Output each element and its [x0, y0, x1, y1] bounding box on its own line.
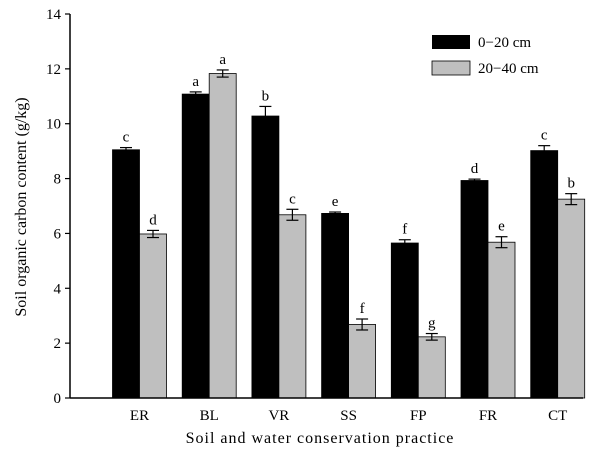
significance-letter: f	[402, 222, 407, 238]
significance-letter: a	[219, 52, 226, 68]
x-tick-label: FR	[479, 408, 497, 424]
legend-swatch-20-40	[431, 60, 471, 76]
bar-depth-20-40	[557, 198, 586, 399]
significance-letter: f	[360, 301, 365, 317]
x-tick-label: VR	[268, 408, 289, 424]
y-tick-label: 8	[54, 172, 62, 188]
y-tick-label: 0	[54, 391, 62, 407]
significance-letter: c	[541, 128, 548, 144]
y-tick-label: 12	[46, 62, 61, 78]
y-tick-label: 14	[46, 7, 62, 23]
x-tick-label: BL	[200, 408, 219, 424]
significance-letter: b	[567, 176, 575, 192]
y-axis-title: Soil organic carbon content (g/kg)	[13, 97, 30, 316]
bar-depth-0-20	[112, 149, 140, 399]
bar-depth-0-20	[321, 213, 350, 399]
y-tick-label: 10	[46, 117, 61, 133]
x-tick-label: FP	[410, 408, 427, 424]
legend-label-20-40: 20−40 cm	[478, 61, 539, 77]
x-tick-label: ER	[130, 408, 149, 424]
bar-depth-20-40	[487, 241, 516, 399]
x-tick-label: SS	[340, 408, 357, 424]
chart-marks	[112, 73, 586, 399]
bar-depth-0-20	[390, 242, 419, 399]
bar-depth-20-40	[139, 233, 167, 399]
significance-letters: c d a a b c e f f g d e c b	[123, 52, 575, 332]
y-tick-label: 2	[54, 336, 62, 352]
bar-depth-20-40	[417, 336, 446, 399]
significance-letter: d	[471, 161, 479, 177]
y-tick-label: 4	[54, 281, 62, 297]
error-bars	[120, 69, 578, 341]
bar-depth-0-20	[530, 150, 559, 399]
significance-letter: a	[192, 74, 199, 90]
bar-depth-0-20	[460, 180, 489, 399]
y-tick-label: 6	[54, 226, 62, 242]
legend: 0−20 cm 20−40 cm	[431, 35, 539, 77]
significance-letter: g	[428, 316, 436, 332]
significance-letter: d	[149, 212, 157, 228]
significance-letter: e	[332, 194, 339, 210]
significance-letter: c	[289, 191, 296, 207]
bar-depth-20-40	[278, 214, 307, 399]
significance-letter: b	[262, 88, 270, 104]
legend-label-0-20: 0−20 cm	[478, 35, 531, 51]
bar-depth-20-40	[208, 73, 237, 399]
x-axis-title: Soil and water conservation practice	[186, 430, 455, 447]
y-axis-ticks: 0 2 4 6 8 10 12 14	[46, 7, 70, 407]
bar-depth-0-20	[181, 93, 210, 399]
legend-swatch-0-20	[432, 35, 470, 49]
bar-depth-20-40	[348, 324, 377, 399]
x-axis-ticks: ER BL VR SS FP FR CT	[130, 408, 567, 424]
bar-depth-0-20	[251, 115, 280, 399]
significance-letter: c	[123, 130, 130, 146]
x-tick-label: CT	[548, 408, 567, 424]
significance-letter: e	[498, 219, 505, 235]
